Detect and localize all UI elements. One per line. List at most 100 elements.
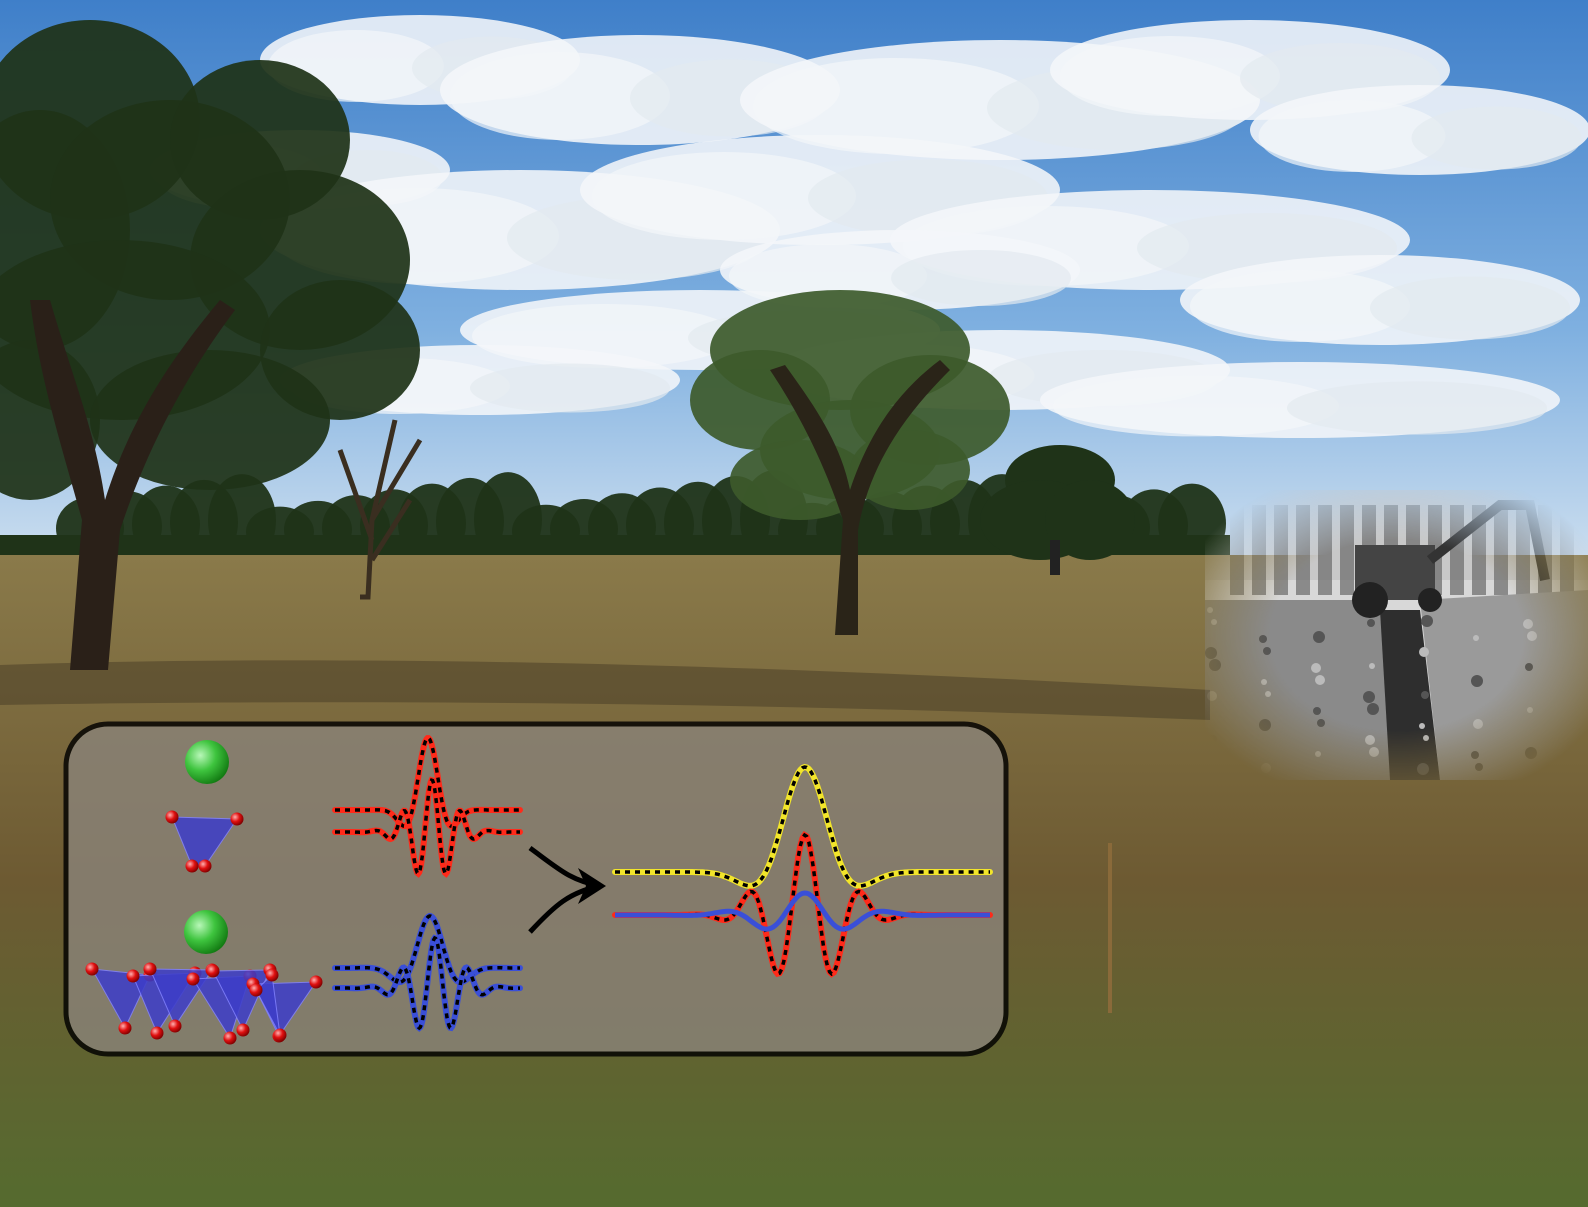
red-trace-lower-fit — [335, 778, 520, 877]
cloud — [1053, 375, 1339, 437]
oxygen-atom — [206, 964, 220, 978]
bw-rubble — [1417, 763, 1429, 775]
bw-tree — [1494, 505, 1508, 595]
yellow-trace-combined-fit — [615, 765, 990, 888]
cloud — [592, 152, 856, 240]
oxygen-atom — [223, 1031, 237, 1045]
oxygen-atom — [236, 1023, 250, 1037]
spectral-traces — [332, 735, 993, 1032]
field-stake — [1108, 843, 1112, 1013]
bw-rubble — [1471, 675, 1483, 687]
bw-rubble — [1423, 735, 1429, 741]
cloud — [450, 52, 670, 140]
oxygen-atom — [230, 812, 244, 826]
diagram-panel-frame — [63, 721, 1009, 1057]
tetrahedron — [91, 968, 151, 1030]
spectra-diagram-panel — [63, 721, 1009, 1057]
bw-rubble — [1527, 707, 1533, 713]
bw-rubble — [1261, 679, 1267, 685]
cloud — [891, 250, 1071, 306]
bw-rubble — [1421, 691, 1429, 699]
bw-rubble — [1259, 635, 1267, 643]
bw-tree — [1560, 505, 1574, 595]
bw-spoil-right — [1420, 590, 1588, 780]
bw-digger-arm — [1426, 500, 1550, 581]
cloud — [753, 58, 1039, 154]
blue-trace-combined — [615, 890, 990, 932]
tree-right — [980, 445, 1135, 575]
bw-rubble — [1315, 675, 1325, 685]
tree-trunk — [1050, 540, 1060, 575]
oxygen-atom — [186, 972, 200, 986]
bw-rubble — [1313, 631, 1325, 643]
bw-tree — [1318, 505, 1332, 595]
cloud — [1370, 276, 1570, 340]
bw-rubble — [1311, 663, 1321, 673]
bare-tree — [337, 419, 423, 600]
bw-tree — [1340, 505, 1354, 595]
bw-rubble — [1475, 763, 1483, 771]
eucalyptus-tree-center — [690, 290, 1010, 635]
bw-rubble — [1367, 703, 1379, 715]
green-sphere — [185, 740, 229, 784]
cloud — [470, 363, 670, 413]
cloud — [729, 244, 927, 308]
oxygen-atom — [249, 983, 263, 997]
bw-rubble — [1419, 723, 1425, 729]
tree-canopy — [90, 350, 330, 490]
bw-tree — [1230, 505, 1244, 595]
bw-tree — [1516, 505, 1530, 595]
oxygen-atom — [150, 1026, 164, 1040]
oxygen-atom — [85, 962, 99, 976]
cloud — [1411, 106, 1582, 170]
bw-rubble — [1471, 751, 1479, 759]
bw-rubble — [1209, 659, 1221, 671]
bw-rubble — [1261, 763, 1271, 773]
bw-rubble — [1317, 719, 1325, 727]
bw-rubble — [1209, 735, 1217, 743]
bw-rubble — [1313, 707, 1321, 715]
bw-rubble — [1523, 619, 1533, 629]
bw-rubble — [1207, 607, 1213, 613]
bw-tree — [1274, 505, 1288, 595]
large-tree-left — [0, 20, 420, 670]
blue-trace-upper-fit — [335, 914, 520, 984]
bw-rubble — [1525, 747, 1537, 759]
oxygen-atom — [118, 1021, 132, 1035]
bw-rubble — [1207, 691, 1217, 701]
bw-rubble — [1527, 631, 1537, 641]
bw-rubble — [1365, 735, 1375, 745]
oxygen-atom — [165, 810, 179, 824]
bw-rubble — [1419, 647, 1429, 657]
tree-canopy — [1045, 480, 1135, 560]
bw-rubble — [1211, 619, 1217, 625]
green-sphere — [184, 910, 228, 954]
cloud — [1258, 100, 1446, 172]
bw-rubble — [1363, 691, 1375, 703]
bw-rubble — [1369, 663, 1375, 669]
bw-tree — [1450, 505, 1464, 595]
bw-rubble — [1367, 619, 1375, 627]
bw-rubble — [1259, 719, 1271, 731]
bw-rubble — [1473, 719, 1483, 729]
oxygen-atom — [185, 859, 199, 873]
bw-rubble — [1421, 615, 1433, 627]
bw-tree — [1252, 505, 1266, 595]
bw-tractor-wheel — [1418, 588, 1442, 612]
cloud — [1060, 36, 1280, 116]
red-trace-upper-fit — [335, 736, 520, 828]
bw-rubble — [1263, 647, 1271, 655]
arrow-head-icon — [578, 868, 606, 904]
molecular-models — [85, 740, 323, 1045]
oxygen-atom — [273, 1028, 287, 1042]
bw-rubble — [1525, 663, 1533, 671]
oxygen-atom — [309, 975, 323, 989]
historical-trench-photo — [1205, 490, 1588, 780]
bw-spoil-left — [1205, 600, 1395, 780]
bw-tree — [1296, 505, 1310, 595]
oxygen-atom — [143, 962, 157, 976]
oxygen-atom — [265, 968, 279, 982]
oxygen-atom — [126, 969, 140, 983]
oxygen-atom — [168, 1019, 182, 1033]
